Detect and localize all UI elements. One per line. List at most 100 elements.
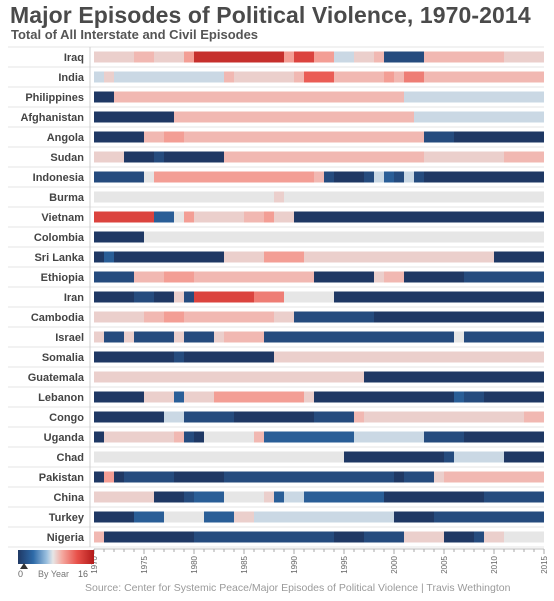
- heatmap-cell[interactable]: [274, 351, 544, 363]
- heatmap-cell[interactable]: [174, 391, 184, 403]
- heatmap-cell[interactable]: [144, 311, 164, 323]
- heatmap-cell[interactable]: [94, 371, 364, 383]
- heatmap-cell[interactable]: [184, 411, 234, 423]
- heatmap-cell[interactable]: [224, 491, 264, 503]
- heatmap-cell[interactable]: [154, 171, 314, 183]
- heatmap-cell[interactable]: [124, 331, 134, 343]
- heatmap-cell[interactable]: [104, 431, 174, 443]
- heatmap-cell[interactable]: [434, 471, 444, 483]
- heatmap-cell[interactable]: [94, 431, 104, 443]
- heatmap-cell[interactable]: [374, 51, 384, 63]
- heatmap-cell[interactable]: [524, 411, 544, 423]
- heatmap-cell[interactable]: [164, 271, 194, 283]
- heatmap-cell[interactable]: [334, 531, 364, 543]
- heatmap-cell[interactable]: [334, 51, 354, 63]
- heatmap-cell[interactable]: [284, 191, 544, 203]
- heatmap-cell[interactable]: [94, 191, 274, 203]
- heatmap-cell[interactable]: [144, 171, 154, 183]
- heatmap-cell[interactable]: [94, 91, 114, 103]
- heatmap-cell[interactable]: [184, 131, 424, 143]
- heatmap-cell[interactable]: [274, 191, 284, 203]
- heatmap-cell[interactable]: [404, 471, 434, 483]
- heatmap-cell[interactable]: [114, 251, 224, 263]
- heatmap-cell[interactable]: [174, 471, 224, 483]
- heatmap-cell[interactable]: [304, 71, 334, 83]
- heatmap-cell[interactable]: [384, 51, 424, 63]
- heatmap-cell[interactable]: [424, 171, 454, 183]
- heatmap-cell[interactable]: [444, 451, 454, 463]
- heatmap-cell[interactable]: [94, 231, 144, 243]
- heatmap-cell[interactable]: [184, 391, 214, 403]
- heatmap-cell[interactable]: [234, 511, 254, 523]
- heatmap-cell[interactable]: [294, 311, 374, 323]
- heatmap-cell[interactable]: [104, 471, 114, 483]
- heatmap-cell[interactable]: [204, 431, 254, 443]
- heatmap-cell[interactable]: [504, 151, 544, 163]
- heatmap-cell[interactable]: [414, 171, 424, 183]
- heatmap-cell[interactable]: [94, 211, 154, 223]
- heatmap-cell[interactable]: [134, 331, 174, 343]
- heatmap-cell[interactable]: [264, 251, 304, 263]
- heatmap-cell[interactable]: [384, 491, 484, 503]
- heatmap-cell[interactable]: [324, 171, 334, 183]
- heatmap-cell[interactable]: [444, 471, 544, 483]
- heatmap-cell[interactable]: [394, 511, 434, 523]
- heatmap-cell[interactable]: [374, 171, 384, 183]
- heatmap-cell[interactable]: [364, 411, 524, 423]
- heatmap-cell[interactable]: [404, 531, 444, 543]
- heatmap-cell[interactable]: [264, 431, 354, 443]
- heatmap-cell[interactable]: [424, 71, 544, 83]
- heatmap-cell[interactable]: [164, 511, 204, 523]
- heatmap-cell[interactable]: [264, 211, 274, 223]
- heatmap-cell[interactable]: [184, 431, 194, 443]
- heatmap-cell[interactable]: [154, 211, 174, 223]
- heatmap-cell[interactable]: [164, 151, 224, 163]
- heatmap-cell[interactable]: [314, 411, 354, 423]
- heatmap-cell[interactable]: [424, 431, 464, 443]
- heatmap-cell[interactable]: [94, 491, 154, 503]
- heatmap-cell[interactable]: [174, 211, 184, 223]
- heatmap-cell[interactable]: [154, 491, 184, 503]
- heatmap-cell[interactable]: [254, 511, 394, 523]
- heatmap-cell[interactable]: [94, 311, 144, 323]
- heatmap-cell[interactable]: [294, 71, 304, 83]
- heatmap-cell[interactable]: [504, 451, 544, 463]
- heatmap-cell[interactable]: [424, 151, 504, 163]
- heatmap-cell[interactable]: [464, 431, 544, 443]
- heatmap-cell[interactable]: [304, 251, 494, 263]
- heatmap-cell[interactable]: [134, 511, 164, 523]
- heatmap-cell[interactable]: [194, 271, 314, 283]
- heatmap-cell[interactable]: [244, 211, 264, 223]
- heatmap-cell[interactable]: [484, 491, 544, 503]
- heatmap-cell[interactable]: [464, 271, 544, 283]
- heatmap-cell[interactable]: [354, 51, 374, 63]
- heatmap-cell[interactable]: [134, 291, 154, 303]
- heatmap-cell[interactable]: [314, 51, 334, 63]
- heatmap-cell[interactable]: [94, 391, 144, 403]
- heatmap-cell[interactable]: [114, 471, 124, 483]
- heatmap-cell[interactable]: [284, 51, 294, 63]
- heatmap-cell[interactable]: [284, 491, 304, 503]
- heatmap-cell[interactable]: [194, 51, 284, 63]
- heatmap-cell[interactable]: [294, 51, 314, 63]
- heatmap-cell[interactable]: [154, 51, 184, 63]
- heatmap-cell[interactable]: [454, 171, 544, 183]
- heatmap-cell[interactable]: [504, 531, 544, 543]
- heatmap-cell[interactable]: [124, 151, 154, 163]
- heatmap-cell[interactable]: [274, 211, 294, 223]
- heatmap-cell[interactable]: [214, 331, 224, 343]
- heatmap-cell[interactable]: [144, 231, 544, 243]
- heatmap-cell[interactable]: [114, 91, 404, 103]
- heatmap-cell[interactable]: [184, 211, 194, 223]
- heatmap-cell[interactable]: [174, 331, 184, 343]
- heatmap-cell[interactable]: [94, 71, 104, 83]
- heatmap-cell[interactable]: [374, 311, 544, 323]
- heatmap-cell[interactable]: [94, 351, 174, 363]
- heatmap-cell[interactable]: [424, 131, 454, 143]
- heatmap-cell[interactable]: [224, 151, 424, 163]
- heatmap-cell[interactable]: [364, 371, 544, 383]
- heatmap-cell[interactable]: [254, 431, 264, 443]
- heatmap-cell[interactable]: [274, 491, 284, 503]
- heatmap-cell[interactable]: [394, 471, 404, 483]
- heatmap-cell[interactable]: [354, 431, 424, 443]
